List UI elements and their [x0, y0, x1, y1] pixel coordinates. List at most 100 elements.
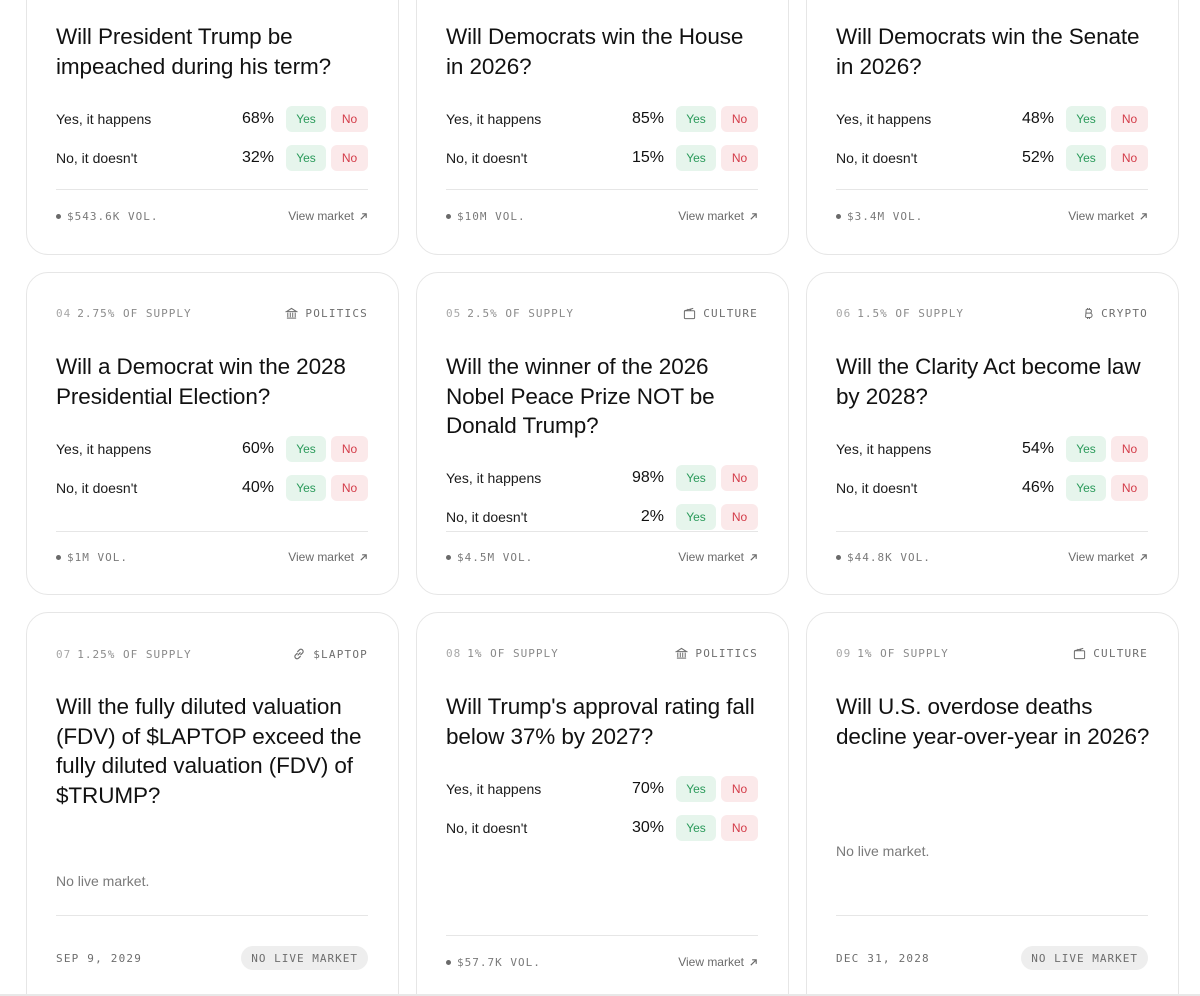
card-header: 04 2.75% OF SUPPLY POLITICS: [56, 307, 368, 320]
buy-yes-button[interactable]: Yes: [676, 776, 716, 802]
card-divider: [836, 189, 1148, 190]
outcome-percent: 15%: [631, 149, 664, 166]
outcome-row-yes: Yes, it happens 54% Yes No: [836, 435, 1148, 463]
buy-yes-button[interactable]: Yes: [1066, 106, 1106, 132]
category-label: POLITICS: [695, 647, 758, 660]
card-index: 05: [446, 307, 462, 320]
card-divider: [56, 531, 368, 532]
buy-no-button[interactable]: No: [721, 145, 758, 171]
buy-no-button[interactable]: No: [331, 475, 368, 501]
buy-yes-button[interactable]: Yes: [676, 465, 716, 491]
buy-yes-button[interactable]: Yes: [286, 106, 326, 132]
market-card-8: 08 1% OF SUPPLY POLITICS Will Trump's app…: [416, 612, 789, 996]
volume-text: $1M VOL.: [67, 550, 128, 564]
category-label: $LAPTOP: [313, 647, 368, 661]
buy-no-button[interactable]: No: [721, 815, 758, 841]
card-footer: $57.7K VOL. View market: [446, 949, 758, 975]
outcome-label: No, it doesn't: [836, 150, 918, 166]
no-live-market-text: No live market.: [56, 873, 150, 889]
buy-yes-button[interactable]: Yes: [286, 436, 326, 462]
buy-yes-button[interactable]: Yes: [676, 106, 716, 132]
volume: $10M VOL.: [446, 210, 526, 223]
arrow-up-right-icon: [750, 958, 757, 966]
buy-no-button[interactable]: No: [721, 465, 758, 491]
supply-share: 1.25% OF SUPPLY: [77, 647, 192, 661]
card-index: 09: [836, 647, 852, 660]
buy-no-button[interactable]: No: [331, 145, 368, 171]
arrow-up-right-icon: [1140, 212, 1147, 220]
market-question: Will Trump's approval rating fall below …: [446, 694, 755, 749]
dot-icon: [56, 213, 61, 219]
outcome-percent: 54%: [1021, 440, 1054, 457]
buy-no-button[interactable]: No: [721, 106, 758, 132]
buy-no-button[interactable]: No: [1111, 145, 1148, 171]
no-live-market-text: No live market.: [836, 843, 930, 859]
buy-no-button[interactable]: No: [1111, 475, 1148, 501]
outcome-row-yes: Yes, it happens 48% Yes No: [836, 105, 1148, 133]
buy-no-button[interactable]: No: [1111, 106, 1148, 132]
market-card-3: Will Democrats win the Senate in 2026? Y…: [806, 0, 1179, 255]
view-market-label: View market: [678, 209, 744, 223]
outcome-label: No, it doesn't: [446, 150, 528, 166]
card-index: 07: [56, 647, 72, 661]
card-divider: [56, 189, 368, 190]
bank-icon: [285, 307, 299, 319]
buy-yes-button[interactable]: Yes: [1066, 436, 1106, 462]
view-market-label: View market: [1068, 550, 1134, 564]
volume: $57.7K VOL.: [446, 956, 541, 969]
market-question: Will U.S. overdose deaths decline year-o…: [836, 694, 1150, 749]
outcome-row-no: No, it doesn't 52% Yes No: [836, 144, 1148, 172]
outcome-label: Yes, it happens: [446, 781, 542, 797]
buy-no-button[interactable]: No: [331, 106, 368, 132]
buy-yes-button[interactable]: Yes: [676, 504, 716, 530]
category-tag: CULTURE: [683, 307, 758, 320]
outcome-row-yes: Yes, it happens 70% Yes No: [446, 775, 758, 803]
buy-yes-button[interactable]: Yes: [676, 145, 716, 171]
outcome-percent: 2%: [640, 508, 664, 525]
buy-yes-button[interactable]: Yes: [1066, 475, 1106, 501]
volume-text: $44.8K VOL.: [847, 550, 931, 564]
outcome-row-no: No, it doesn't 32% Yes No: [56, 144, 368, 172]
card-divider: [836, 531, 1148, 532]
category-tag: CRYPTO: [1083, 307, 1148, 320]
buy-yes-button[interactable]: Yes: [1066, 145, 1106, 171]
category-tag: POLITICS: [675, 647, 758, 660]
view-market-link[interactable]: View market: [1068, 209, 1148, 223]
buy-no-button[interactable]: No: [721, 776, 758, 802]
view-market-link[interactable]: View market: [678, 550, 758, 564]
market-question: Will a Democrat win the 2028 Presidentia…: [56, 354, 346, 409]
supply-info: 05 2.5% OF SUPPLY: [446, 307, 574, 320]
dot-icon: [446, 213, 451, 219]
outcome-row-no: No, it doesn't 30% Yes No: [446, 814, 758, 842]
view-market-link[interactable]: View market: [1068, 550, 1148, 564]
buy-no-button[interactable]: No: [331, 436, 368, 462]
market-question: Will the Clarity Act become law by 2028?: [836, 354, 1141, 409]
view-market-link[interactable]: View market: [288, 550, 368, 564]
view-market-label: View market: [678, 955, 744, 969]
buy-yes-button[interactable]: Yes: [286, 475, 326, 501]
view-market-link[interactable]: View market: [288, 209, 368, 223]
volume: $44.8K VOL.: [836, 551, 931, 564]
buy-yes-button[interactable]: Yes: [676, 815, 716, 841]
buy-yes-button[interactable]: Yes: [286, 145, 326, 171]
volume-text: $543.6K VOL.: [67, 209, 159, 223]
market-card-1: Will President Trump be impeached during…: [26, 0, 399, 255]
card-header: 07 1.25% OF SUPPLY $LAPTOP: [56, 647, 368, 661]
category-tag: CULTURE: [1073, 647, 1148, 660]
volume: $3.4M VOL.: [836, 210, 923, 223]
page-bottom-border: [0, 994, 1200, 996]
view-market-label: View market: [288, 550, 354, 564]
volume: $543.6K VOL.: [56, 210, 158, 223]
view-market-link[interactable]: View market: [678, 209, 758, 223]
arrow-up-right-icon: [750, 212, 757, 220]
card-divider: [446, 935, 758, 936]
card-footer: SEP 9, 2029 NO LIVE MARKET: [56, 945, 368, 971]
outcome-percent: 85%: [631, 110, 664, 127]
outcome-row-no: No, it doesn't 15% Yes No: [446, 144, 758, 172]
market-card-6: 06 1.5% OF SUPPLY CRYPTO Will the Clarity…: [806, 272, 1179, 595]
view-market-link[interactable]: View market: [678, 955, 758, 969]
card-index: 08: [446, 647, 462, 660]
supply-info: 09 1% OF SUPPLY: [836, 647, 949, 660]
buy-no-button[interactable]: No: [1111, 436, 1148, 462]
buy-no-button[interactable]: No: [721, 504, 758, 530]
